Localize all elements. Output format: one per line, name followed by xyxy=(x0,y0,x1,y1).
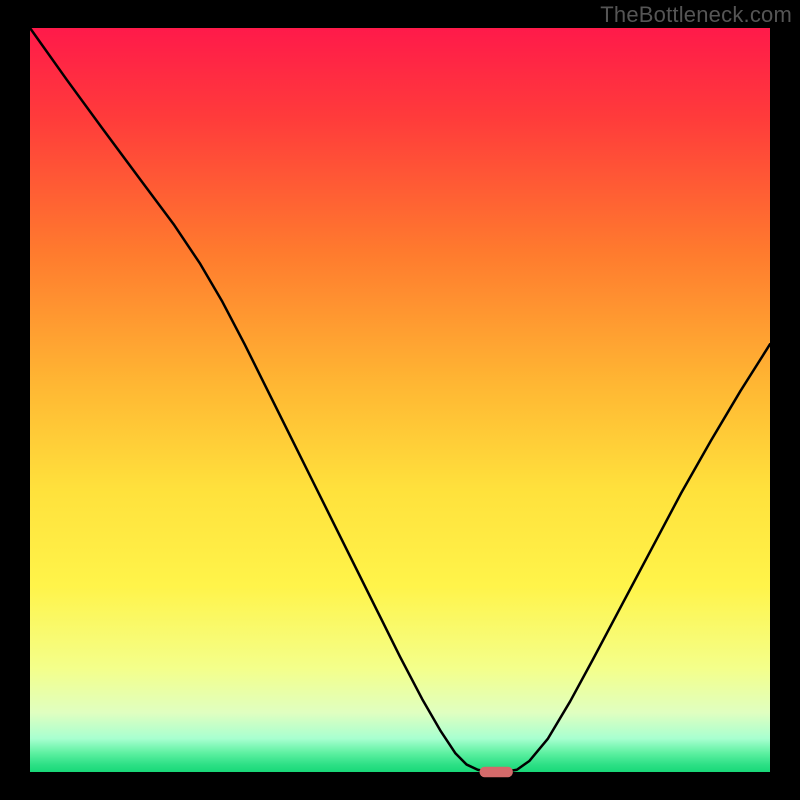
chart-container: TheBottleneck.com xyxy=(0,0,800,800)
plot-background xyxy=(30,28,770,772)
bottleneck-chart xyxy=(0,0,800,800)
watermark-text: TheBottleneck.com xyxy=(600,2,792,28)
optimal-marker xyxy=(480,767,513,777)
